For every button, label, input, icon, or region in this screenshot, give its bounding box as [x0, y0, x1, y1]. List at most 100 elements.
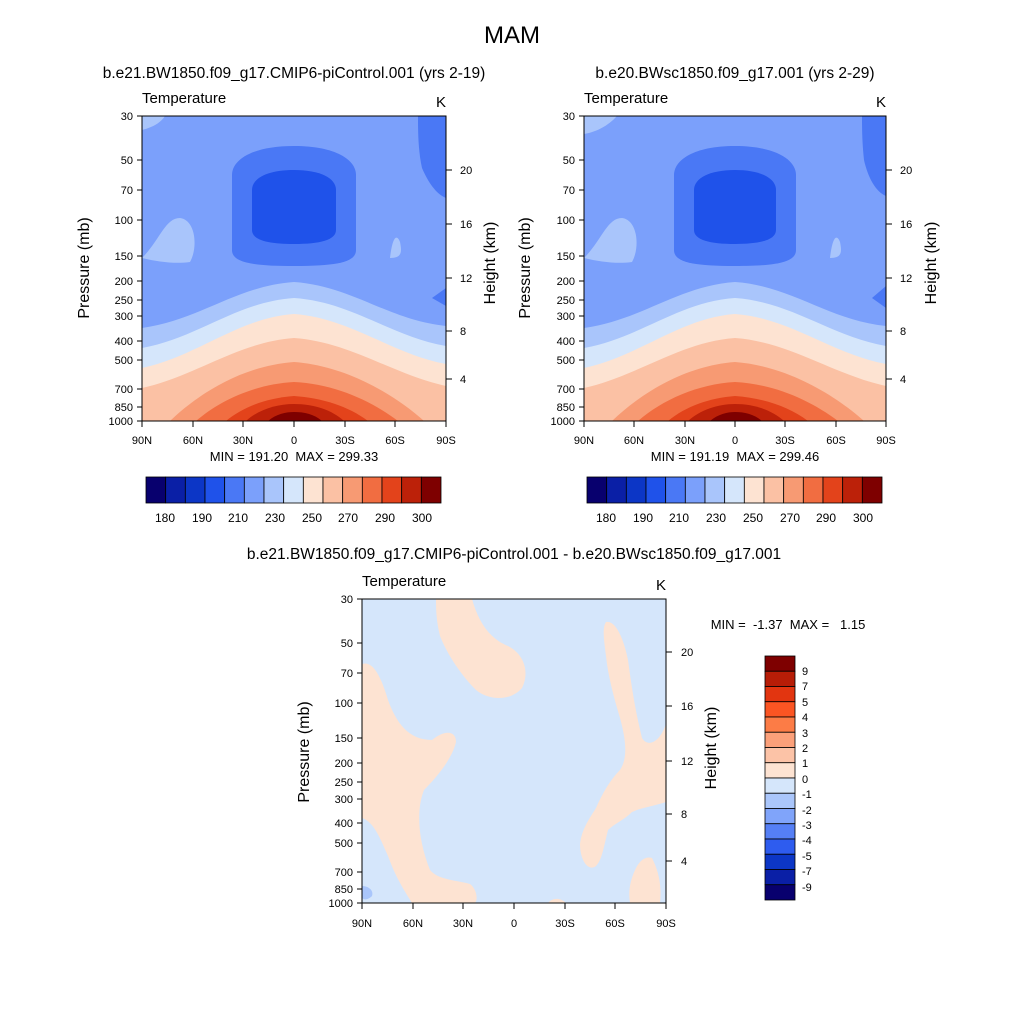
panel-3-ytick-label: 400: [335, 818, 353, 830]
panel-1-height-tick-label: 8: [460, 326, 466, 338]
panel-3-ytick-label: 250: [335, 777, 353, 789]
colorbar-swatch: [764, 823, 796, 840]
panel-1-left-axis: 30 50 70 100 150 200 250 300 400 500 700…: [109, 111, 142, 428]
panel-2-variable: Temperature: [584, 90, 668, 107]
panel-2-contour-coldest: [694, 170, 776, 244]
colorbar-swatch: [684, 476, 706, 504]
panel-2-ytick-label: 400: [557, 336, 575, 348]
panel-3-colorbar-label: -2: [802, 805, 812, 817]
panel-2-ytick-label: 100: [557, 215, 575, 227]
panel-3-ytick-label: 1000: [329, 898, 353, 910]
panel-1-xtick-label: 30N: [233, 435, 253, 447]
panel-3-negative-spot: [362, 886, 373, 900]
colorbar-swatch: [764, 655, 796, 672]
panel-1-ytick-label: 300: [115, 311, 133, 323]
panel-1-variable: Temperature: [142, 90, 226, 107]
panel-1-colorbar-label: 250: [302, 511, 322, 525]
panel-3-colorbar-label: 2: [802, 743, 808, 755]
panel-1-xtick-label: 90N: [132, 435, 152, 447]
panel-1: b.e21.BW1850.f09_g17.CMIP6-piControl.001…: [76, 65, 499, 525]
panel-2-colorbar-label: 290: [816, 511, 836, 525]
panel-1-height-tick-label: 12: [460, 273, 472, 285]
colorbar-swatch: [764, 808, 796, 825]
panel-2-xtick-label: 60N: [624, 435, 644, 447]
panel-1-contour-top-right: [418, 116, 446, 198]
colorbar-swatch: [764, 869, 796, 886]
panel-3-colorbar-label: 4: [802, 712, 808, 724]
panel-2-colorbar-label: 210: [669, 511, 689, 525]
panel-1-ytick-label: 150: [115, 251, 133, 263]
panel-3-xtick-label: 90S: [656, 918, 676, 930]
colorbar-swatch: [145, 476, 167, 504]
colorbar-swatch: [764, 701, 796, 718]
panel-1-colorbar-label: 290: [375, 511, 395, 525]
panel-1-ytick-label: 70: [121, 185, 133, 197]
panel-1-xtick-label: 60N: [183, 435, 203, 447]
panel-3-left-axis: 30 50 70 100 150 200 250 300 400 500 700…: [329, 594, 362, 910]
panel-3-height-tick-label: 16: [681, 701, 693, 713]
panel-3-ytick-label: 300: [335, 794, 353, 806]
panel-2-field: [584, 116, 886, 421]
panel-1-contour-coldest: [252, 170, 336, 244]
panel-3-ylabel-right: Height (km): [703, 707, 720, 790]
colorbar-swatch: [184, 476, 206, 504]
colorbar-swatch: [764, 777, 796, 794]
panel-2-ytick-label: 150: [557, 251, 575, 263]
page-title: MAM: [484, 22, 540, 49]
panel-2-height-tick-label: 4: [900, 374, 906, 386]
panel-1-ytick-label: 200: [115, 276, 133, 288]
colorbar-swatch: [861, 476, 883, 504]
panel-2-x-axis: 90N 60N 30N 0 30S 60S 90S: [574, 421, 896, 447]
panel-2-ytick-label: 200: [557, 276, 575, 288]
panel-1-ytick-label: 30: [121, 111, 133, 123]
colorbar-swatch: [606, 476, 627, 504]
panel-2-contour-warm-pole-left: [584, 218, 637, 263]
panel-2-colorbar-label: 230: [706, 511, 726, 525]
colorbar-swatch: [764, 853, 796, 870]
colorbar-swatch: [204, 476, 226, 504]
panel-1-right-axis: 20 16 12 8 4: [446, 165, 472, 386]
colorbar-swatch: [165, 476, 186, 504]
panel-1-ylabel-right: Height (km): [482, 222, 499, 305]
panel-3-colorbar: [764, 655, 796, 901]
colorbar-swatch: [802, 476, 824, 504]
colorbar-swatch: [381, 476, 403, 504]
panel-2-ylabel-right: Height (km): [923, 222, 940, 305]
panel-3-colorbar-label: 3: [802, 728, 808, 740]
panel-2-colorbar: [586, 476, 883, 504]
panel-3-colorbar-label: 1: [802, 758, 808, 770]
panel-2-ytick-label: 700: [557, 384, 575, 396]
panel-1-ytick-label: 700: [115, 384, 133, 396]
panel-2-ylabel: Pressure (mb): [517, 217, 534, 318]
panel-1-colorbar-label: 210: [228, 511, 248, 525]
panel-3-variable: Temperature: [362, 573, 446, 590]
panel-1-colorbar-label: 300: [412, 511, 432, 525]
panel-3-field: [362, 599, 666, 903]
colorbar-swatch: [764, 762, 796, 779]
panel-1-ytick-label: 1000: [109, 416, 133, 428]
panel-1-contour-warm-pole-right: [390, 237, 401, 258]
panel-1-units: K: [436, 94, 446, 111]
panel-3-positive-region-southeast: [629, 857, 661, 903]
panel-2-xtick-label: 30N: [675, 435, 695, 447]
colorbar-swatch: [263, 476, 285, 504]
panel-3-ylabel: Pressure (mb): [296, 701, 313, 802]
panel-2-contour-warm-pole-right: [830, 237, 841, 258]
panel-3-positive-region-center: [436, 599, 526, 698]
panel-3-colorbar-label: -1: [802, 789, 812, 801]
panel-2-height-tick-label: 20: [900, 165, 912, 177]
panel-2-colorbar-label: 270: [780, 511, 800, 525]
panel-3-colorbar-label: -3: [802, 820, 812, 832]
panel-1-contour-right-notch: [432, 288, 446, 306]
colorbar-swatch: [586, 476, 608, 504]
panel-2-colorbar-label: 250: [743, 511, 763, 525]
colorbar-swatch: [645, 476, 667, 504]
panel-2-height-tick-label: 12: [900, 273, 912, 285]
panel-3-height-tick-label: 8: [681, 809, 687, 821]
panel-1-colorbar-label: 180: [155, 511, 175, 525]
panel-2-height-tick-label: 8: [900, 326, 906, 338]
panel-3-colorbar-label: 9: [802, 666, 808, 678]
colorbar-swatch: [704, 476, 726, 504]
panel-2-ytick-label: 70: [563, 185, 575, 197]
panel-3-positive-region-west: [362, 663, 477, 903]
